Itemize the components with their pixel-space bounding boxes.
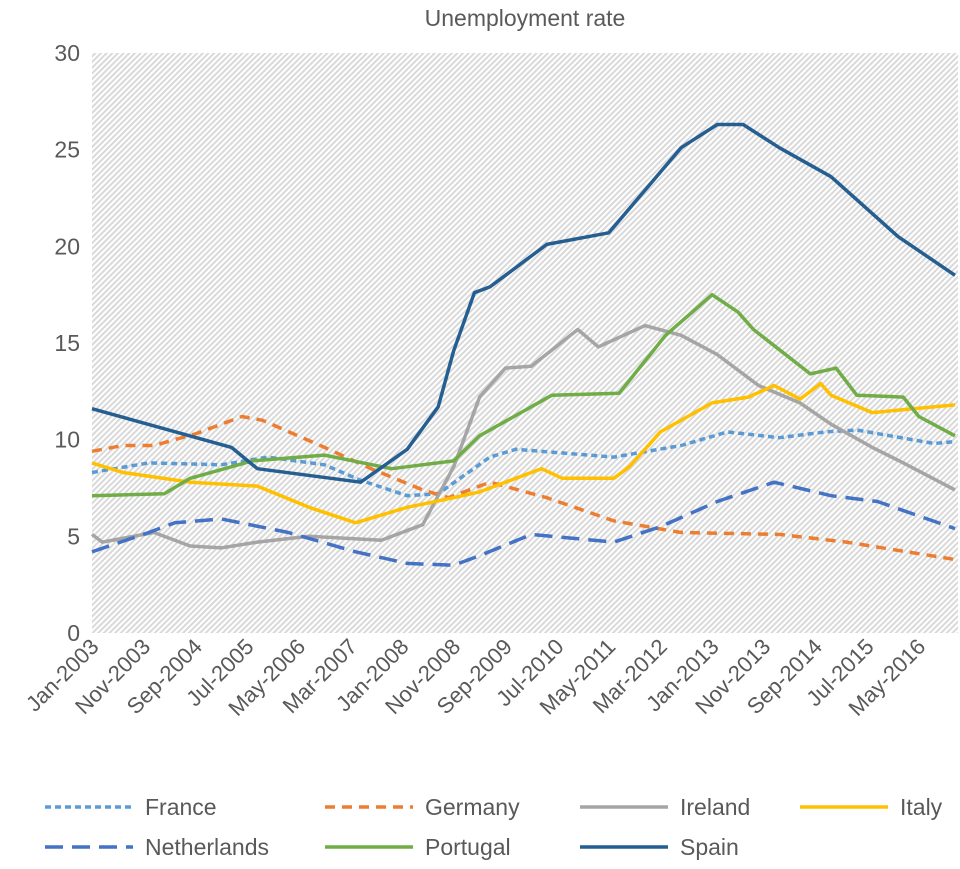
series-line-ireland (90, 323, 956, 550)
legend-label: Netherlands (145, 834, 269, 860)
legend-item-germany: Germany (325, 794, 520, 820)
legend-item-italy: Italy (800, 794, 943, 820)
legend-item-ireland: Ireland (580, 794, 750, 820)
legend-item-france: France (45, 794, 217, 820)
y-axis: 0 5 10 15 20 25 30 (54, 40, 80, 646)
series-line-portugal (91, 292, 956, 498)
legend-label: Spain (680, 834, 739, 860)
y-tick-label: 30 (54, 40, 80, 66)
legend-item-netherlands: Netherlands (45, 834, 269, 860)
series-line-germany (91, 414, 956, 562)
legend-item-spain: Spain (580, 834, 739, 860)
y-tick-label: 10 (54, 427, 80, 453)
y-tick-label: 15 (54, 330, 80, 356)
y-tick-label: 5 (67, 523, 80, 549)
series-line-spain (91, 122, 956, 484)
legend-label: Germany (425, 794, 520, 820)
legend-label: Ireland (680, 794, 750, 820)
series-line-netherlands (91, 480, 956, 568)
series-line-italy (91, 381, 956, 525)
legend-label: Portugal (425, 834, 511, 860)
legend-label: Italy (900, 794, 943, 820)
legend: France Germany Ireland Italy Netherlands Port… (45, 794, 943, 860)
plot-area (92, 53, 958, 633)
series-lines (90, 122, 956, 568)
y-tick-label: 25 (54, 137, 80, 163)
legend-item-portugal: Portugal (325, 834, 511, 860)
chart-title: Unemployment rate (425, 5, 626, 31)
y-tick-label: 20 (54, 233, 80, 259)
series-line-france (91, 428, 956, 498)
y-tick-label: 0 (67, 620, 80, 646)
legend-label: France (145, 794, 217, 820)
x-axis: Jan-2003Nov-2003Sep-2004Jul-2005May-2006… (21, 634, 930, 721)
